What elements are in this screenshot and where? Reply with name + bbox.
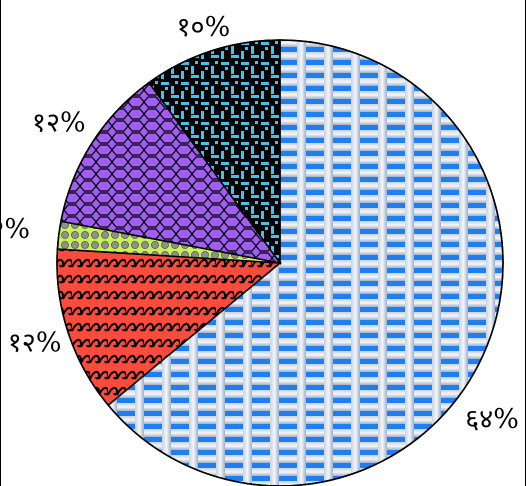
pie-slices	[56, 39, 504, 486]
pie-labels: ६४% १२% २% १२% १०%	[0, 12, 519, 435]
pie-slice-label: १०%	[176, 12, 230, 43]
pie-slice-label: १२%	[8, 328, 62, 359]
pie-slice-label: ६४%	[465, 404, 519, 435]
pie-slice-label: १२%	[32, 108, 86, 139]
pie-outline	[56, 39, 504, 486]
pie-slice-label: २%	[0, 214, 30, 245]
